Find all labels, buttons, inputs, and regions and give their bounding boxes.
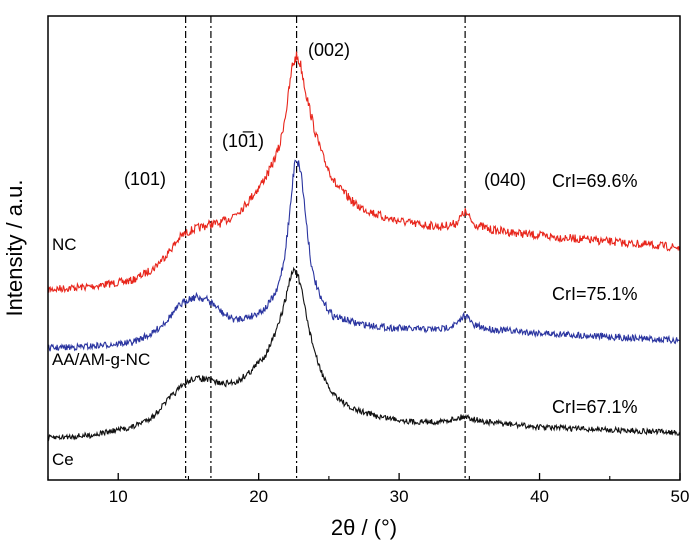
peak-label-2: (002) [308, 40, 350, 60]
series-line-aa-am-g-nc [47, 159, 680, 352]
series-line-nc [47, 51, 680, 294]
x-tick-label-0: 10 [109, 487, 128, 506]
x-tick-label-3: 40 [530, 487, 549, 506]
reference-lines [185, 16, 466, 480]
series-layer [47, 51, 680, 442]
series-name-0: NC [52, 235, 77, 254]
x-axis: 10 20 30 40 50 [47, 473, 690, 506]
peak-label-0: (101) [124, 169, 166, 189]
annotations: (101) (10̅1) (002) (040) NC CrI=69.6% AA/AM-g-… [52, 40, 638, 469]
peak-label-3: (040) [484, 170, 526, 190]
x-tick-label-1: 20 [249, 487, 268, 506]
crystallinity-label-0: CrI=69.6% [552, 171, 638, 191]
x-tick-label-2: 30 [390, 487, 409, 506]
y-axis-label: Intensity / a.u. [2, 180, 27, 317]
crystallinity-label-2: CrI=67.1% [552, 397, 638, 417]
crystallinity-label-1: CrI=75.1% [552, 284, 638, 304]
x-axis-label: 2θ / (°) [331, 515, 397, 540]
series-name-1: AA/AM-g-NC [52, 350, 150, 369]
series-line-ce [47, 266, 680, 442]
x-tick-label-4: 50 [671, 487, 690, 506]
series-name-2: Ce [52, 450, 74, 469]
plot-frame [47, 15, 681, 481]
peak-label-1: (10̅1) [222, 131, 264, 151]
